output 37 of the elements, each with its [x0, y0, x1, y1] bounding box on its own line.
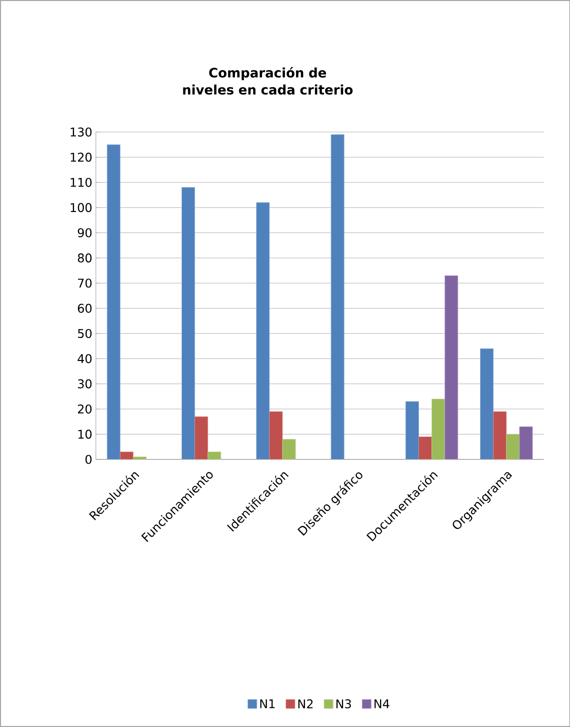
y-tick-label: 10	[78, 430, 92, 439]
y-tick-label: 0	[85, 454, 92, 464]
bar	[405, 401, 419, 460]
bar	[492, 411, 506, 460]
y-tick-label: 70	[78, 278, 92, 288]
y-tick-label: 40	[77, 354, 92, 364]
bar	[207, 452, 221, 460]
bar	[181, 187, 195, 460]
bar	[431, 398, 445, 460]
bar	[480, 348, 494, 460]
bar	[132, 456, 146, 460]
bar	[120, 452, 134, 460]
bar	[330, 134, 344, 460]
y-tick-label: 60	[78, 304, 92, 313]
y-tick-label: 110	[70, 178, 92, 187]
legend-label: N4	[374, 699, 390, 708]
bar	[506, 434, 520, 460]
bar	[194, 416, 208, 460]
legend-label: N2	[298, 699, 312, 708]
bar	[269, 411, 283, 460]
y-tick-label: 50	[78, 328, 92, 338]
bar	[444, 275, 458, 460]
bar	[282, 439, 296, 460]
bar	[256, 202, 270, 460]
bar	[418, 436, 432, 460]
bar	[106, 144, 120, 460]
legend-label: N3	[336, 699, 351, 708]
y-tick-label: 120	[70, 152, 92, 162]
chart-title: Comparación de niveles en cada criterio	[182, 67, 352, 95]
y-tick-label: 20	[78, 404, 92, 414]
bar	[519, 426, 533, 460]
y-tick-label: 90	[78, 228, 92, 238]
y-tick-label: 100	[70, 203, 92, 212]
y-tick-label: 30	[78, 379, 92, 388]
y-tick-label: 80	[78, 253, 92, 262]
legend-label: N1	[260, 699, 274, 708]
y-tick-label: 130	[70, 127, 92, 137]
